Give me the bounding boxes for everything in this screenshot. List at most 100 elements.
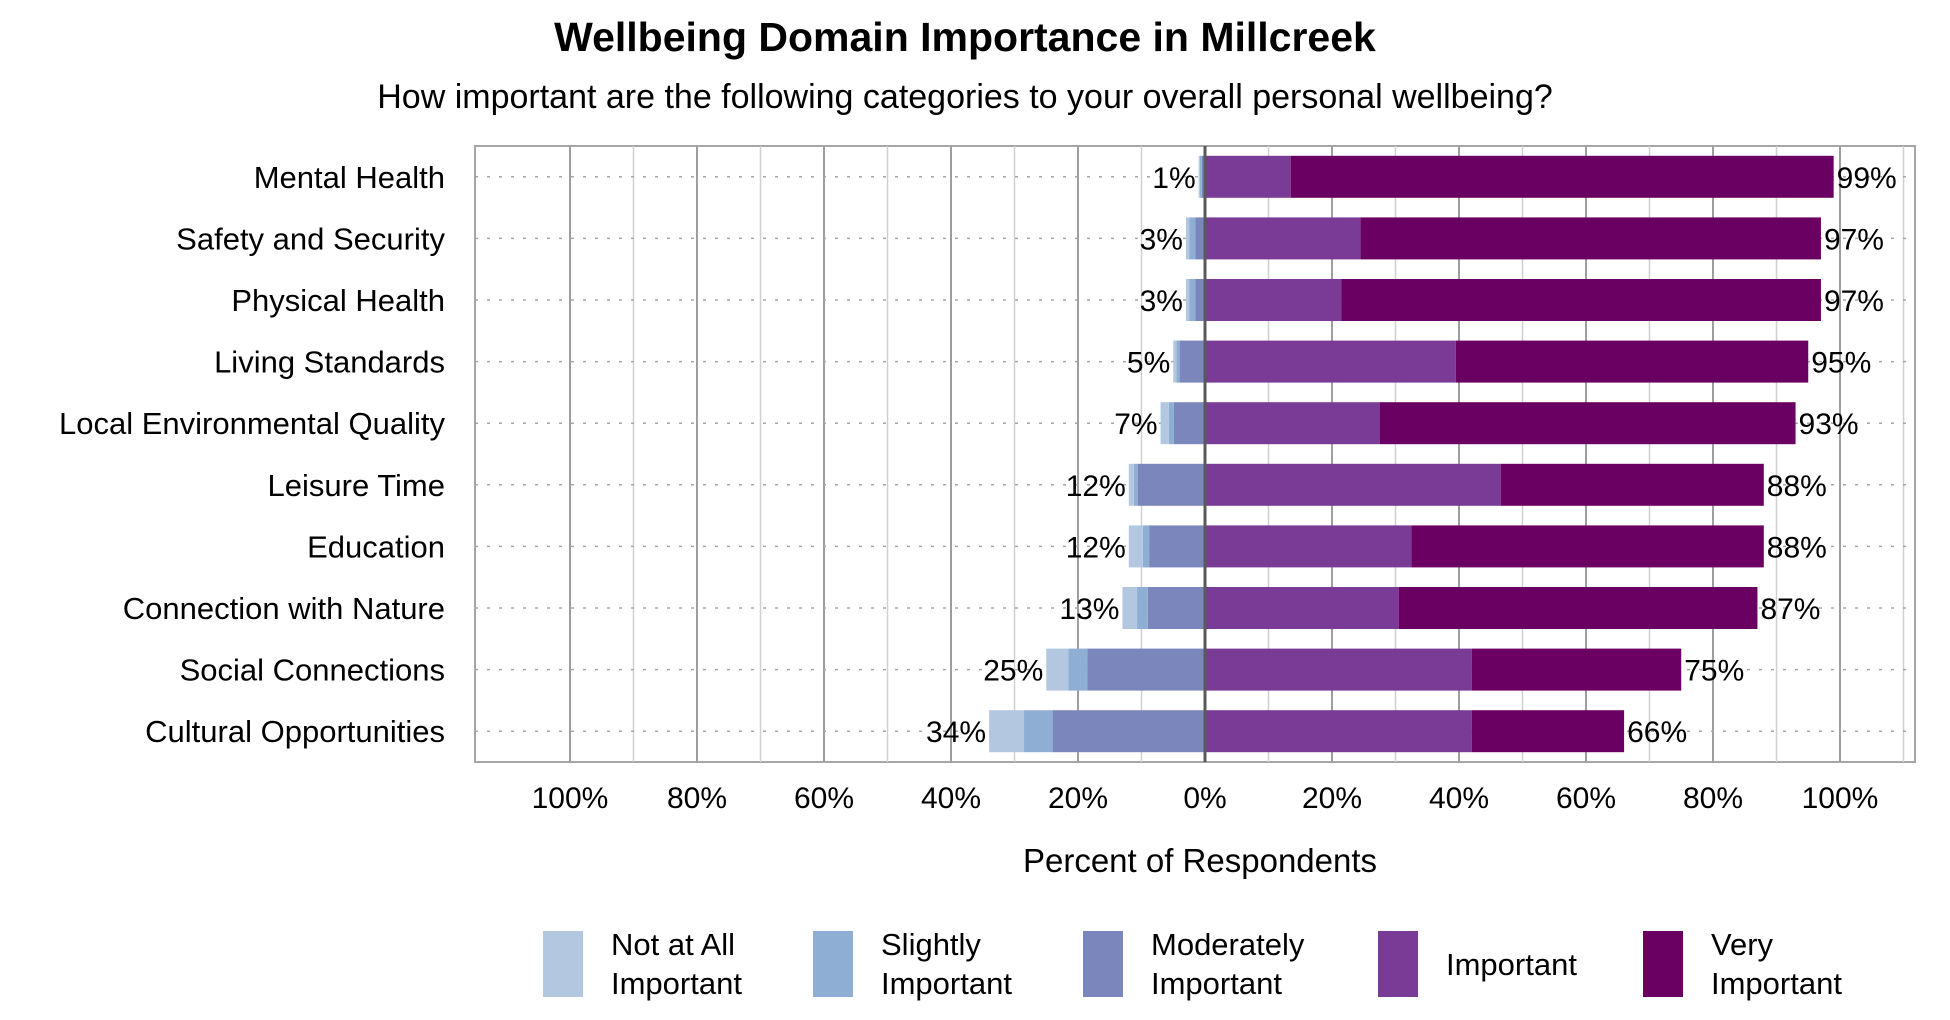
data-label-negative: 13% bbox=[1059, 593, 1119, 626]
bar-moderately-important bbox=[1195, 217, 1205, 260]
legend: Not at All Important Slightly Important … bbox=[0, 924, 1950, 1014]
bar-very-important bbox=[1341, 279, 1821, 321]
legend-item-very-important: Very Important bbox=[1643, 924, 1881, 1004]
bar-moderately-important bbox=[1173, 402, 1205, 445]
data-label-negative: 12% bbox=[1066, 470, 1126, 503]
x-tick-label: 20% bbox=[1302, 782, 1362, 815]
bar-slightly-important bbox=[1133, 463, 1138, 506]
data-label-positive: 97% bbox=[1824, 223, 1884, 256]
bar-moderately-important bbox=[1087, 648, 1205, 691]
x-tick-label: 60% bbox=[794, 782, 854, 815]
bar-not-at-all-important bbox=[1185, 217, 1190, 260]
bar-slightly-important bbox=[1137, 587, 1148, 629]
bar-not-at-all-important bbox=[1128, 525, 1143, 568]
data-label-negative: 1% bbox=[1152, 162, 1195, 195]
legend-label: Slightly Important bbox=[881, 927, 1012, 1001]
category-label: Mental Health bbox=[254, 160, 445, 195]
bar-not-at-all-important bbox=[1198, 155, 1200, 198]
legend-item-slightly-important: Slightly Important bbox=[813, 924, 1051, 1004]
bar-very-important bbox=[1398, 587, 1758, 629]
plot-frame bbox=[474, 145, 1916, 763]
bar-slightly-important bbox=[1176, 340, 1180, 383]
bar-slightly-important bbox=[1168, 402, 1174, 445]
bar-important bbox=[1205, 463, 1501, 506]
data-label-positive: 97% bbox=[1824, 285, 1884, 318]
category-label: Social Connections bbox=[180, 653, 445, 688]
category-label: Physical Health bbox=[231, 283, 445, 318]
bar-slightly-important bbox=[1189, 279, 1196, 321]
x-tick-label: 80% bbox=[667, 782, 727, 815]
data-label-negative: 3% bbox=[1140, 223, 1183, 256]
bar-moderately-important bbox=[1195, 279, 1205, 321]
legend-label: Very Important bbox=[1711, 927, 1842, 1001]
legend-item-moderately-important: Moderately Important bbox=[1083, 924, 1351, 1004]
bar-important bbox=[1205, 340, 1456, 383]
bar-slightly-important bbox=[1024, 710, 1053, 753]
bar-not-at-all-important bbox=[1173, 340, 1177, 383]
bar-important bbox=[1205, 525, 1412, 568]
data-label-positive: 66% bbox=[1627, 716, 1687, 749]
bar-very-important bbox=[1411, 525, 1764, 568]
data-label-negative: 5% bbox=[1127, 347, 1170, 380]
bar-very-important bbox=[1379, 402, 1796, 445]
bar-not-at-all-important bbox=[1046, 648, 1069, 691]
data-label-positive: 99% bbox=[1837, 162, 1897, 195]
x-tick-label: 40% bbox=[1429, 782, 1489, 815]
legend-swatch bbox=[813, 931, 853, 997]
bar-important bbox=[1205, 587, 1399, 629]
bar-very-important bbox=[1471, 710, 1625, 753]
bar-slightly-important bbox=[1068, 648, 1088, 691]
data-label-positive: 88% bbox=[1767, 470, 1827, 503]
bar-important bbox=[1205, 710, 1472, 753]
data-label-positive: 88% bbox=[1767, 531, 1827, 564]
bar-moderately-important bbox=[1179, 340, 1205, 383]
legend-label: Important bbox=[1446, 946, 1577, 982]
bar-slightly-important bbox=[1199, 155, 1202, 198]
category-label: Leisure Time bbox=[268, 468, 445, 503]
category-label: Safety and Security bbox=[176, 221, 445, 256]
x-tick-label: 100% bbox=[1802, 782, 1879, 815]
bar-important bbox=[1205, 648, 1472, 691]
data-label-negative: 34% bbox=[926, 716, 986, 749]
legend-item-not-at-all-important: Not at All Important bbox=[543, 924, 781, 1004]
legend-swatch bbox=[1643, 931, 1683, 997]
category-label: Living Standards bbox=[214, 345, 445, 380]
x-tick-label: 40% bbox=[921, 782, 981, 815]
category-label: Education bbox=[307, 529, 445, 564]
x-tick-label: 100% bbox=[532, 782, 609, 815]
bar-important bbox=[1205, 279, 1342, 321]
data-label-positive: 95% bbox=[1811, 347, 1871, 380]
legend-label: Moderately Important bbox=[1151, 927, 1305, 1001]
x-tick-label: 0% bbox=[1183, 782, 1226, 815]
bar-not-at-all-important bbox=[1128, 463, 1134, 506]
category-label: Cultural Opportunities bbox=[145, 714, 445, 749]
data-label-negative: 3% bbox=[1140, 285, 1183, 318]
bar-not-at-all-important bbox=[989, 710, 1025, 753]
bar-very-important bbox=[1455, 340, 1809, 383]
x-tick-label: 60% bbox=[1556, 782, 1616, 815]
x-tick-label: 80% bbox=[1683, 782, 1743, 815]
bar-very-important bbox=[1500, 463, 1764, 506]
bar-very-important bbox=[1471, 648, 1682, 691]
category-label: Connection with Nature bbox=[123, 591, 445, 626]
legend-swatch bbox=[543, 931, 583, 997]
legend-swatch bbox=[1378, 931, 1418, 997]
bar-important bbox=[1205, 402, 1380, 445]
chart-subtitle: How important are the following categori… bbox=[377, 78, 1553, 116]
legend-label: Not at All Important bbox=[611, 927, 742, 1001]
bar-important bbox=[1205, 155, 1291, 198]
bar-not-at-all-important bbox=[1122, 587, 1138, 629]
x-tick-label: 20% bbox=[1048, 782, 1108, 815]
chart-title: Wellbeing Domain Importance in Millcreek bbox=[554, 14, 1376, 60]
bar-slightly-important bbox=[1142, 525, 1150, 568]
bar-moderately-important bbox=[1137, 463, 1205, 506]
data-label-positive: 75% bbox=[1684, 655, 1744, 688]
data-label-negative: 12% bbox=[1066, 531, 1126, 564]
bar-slightly-important bbox=[1189, 217, 1196, 260]
data-label-positive: 87% bbox=[1760, 593, 1820, 626]
legend-swatch bbox=[1083, 931, 1123, 997]
category-label: Local Environmental Quality bbox=[59, 406, 445, 441]
bar-not-at-all-important bbox=[1185, 279, 1190, 321]
legend-item-important: Important bbox=[1378, 924, 1616, 1004]
